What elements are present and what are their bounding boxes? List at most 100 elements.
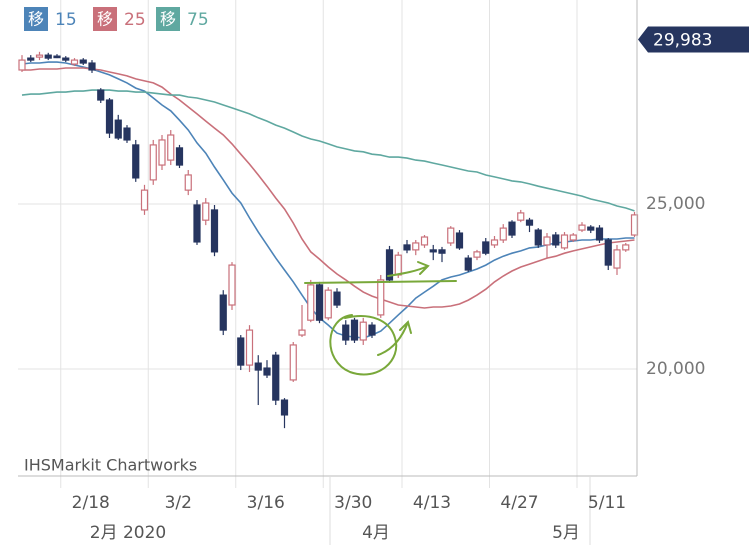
- candle-body: [543, 236, 551, 246]
- x-tick-label: 3/30: [334, 493, 372, 513]
- candle-body: [490, 239, 499, 246]
- annotation-arrow: [387, 261, 430, 277]
- candle-body: [202, 202, 210, 221]
- candle-body: [455, 232, 464, 249]
- candle-body: [132, 144, 140, 179]
- candle-body: [272, 354, 280, 401]
- price-tag: [638, 26, 749, 53]
- candle-body: [175, 147, 184, 166]
- x-tick-label: 5/11: [588, 493, 626, 513]
- candle-body: [219, 294, 227, 331]
- legend: 移 15 移 25 移 75: [24, 7, 209, 31]
- candle-body: [569, 234, 577, 241]
- candle-body: [184, 174, 192, 191]
- legend-label: 25: [124, 10, 146, 30]
- candle-body: [315, 284, 324, 321]
- candle-body: [97, 89, 105, 101]
- legend-tag: 移: [97, 10, 113, 29]
- candle-body: [324, 289, 332, 319]
- price-tag-label: 29,983: [653, 31, 712, 51]
- candle-body: [105, 99, 114, 134]
- candle-body: [368, 324, 376, 336]
- candle-body: [622, 244, 630, 251]
- candle-body: [429, 249, 437, 253]
- x-tick-label: 2/18: [72, 493, 110, 513]
- moving-averages: [21, 61, 635, 339]
- candle-body: [473, 251, 481, 258]
- candle-body: [385, 249, 394, 281]
- annotation-line: [304, 280, 457, 284]
- month-label: 2月 2020: [90, 523, 166, 543]
- candle-body: [403, 244, 411, 251]
- legend-swatch: [24, 7, 48, 31]
- month-label: 5月: [552, 523, 580, 543]
- candle-body: [499, 227, 507, 241]
- candle-body: [464, 257, 472, 271]
- candle-body: [53, 55, 61, 59]
- x-tick-label: 4/27: [500, 493, 538, 513]
- candle-body: [149, 144, 157, 181]
- candle-body: [280, 399, 289, 416]
- candle-body: [140, 189, 149, 211]
- candle-body: [245, 329, 254, 366]
- hand-annotation: [304, 261, 457, 376]
- annotation-circle: [329, 314, 398, 376]
- candle-body: [298, 329, 306, 336]
- legend-tag: 移: [160, 10, 176, 29]
- candle-body: [114, 119, 122, 139]
- candle-body: [263, 367, 271, 376]
- candles: [18, 51, 639, 429]
- candle-body: [158, 139, 166, 166]
- candle-body: [412, 242, 420, 251]
- candle-body: [560, 234, 569, 249]
- ma-line: [21, 89, 635, 212]
- candle-body: [525, 219, 534, 226]
- y-tick-label: 20,000: [646, 359, 705, 379]
- candle-body: [123, 127, 131, 141]
- candle-body: [508, 221, 516, 236]
- y-tick-label: 25,000: [646, 194, 705, 214]
- legend-label: 75: [187, 10, 209, 30]
- candle-body: [70, 59, 79, 65]
- x-tick-label: 4/13: [413, 493, 451, 513]
- candle-body: [587, 226, 595, 231]
- candle-body: [167, 134, 175, 161]
- candle-body: [420, 236, 429, 246]
- candle-body: [254, 362, 262, 371]
- axes: 20,000 25,000 2/18 3/2 3/16 3/30 4/13 4/27 5/11 2…: [72, 26, 749, 543]
- candle-body: [578, 224, 586, 231]
- candle-body: [27, 57, 35, 61]
- candle-body: [237, 337, 245, 366]
- candle-body: [595, 227, 604, 241]
- candle-body: [359, 321, 367, 341]
- candle-body: [552, 234, 560, 246]
- x-tick-label: 3/16: [247, 493, 285, 513]
- candle-body: [534, 229, 542, 246]
- legend-tag: 移: [28, 10, 44, 29]
- candle-body: [210, 209, 219, 253]
- candle-body: [79, 59, 87, 64]
- annotation-arrow: [377, 320, 412, 356]
- legend-swatch: [93, 7, 117, 31]
- candle-body: [350, 319, 359, 341]
- legend-swatch: [156, 7, 180, 31]
- candle-body: [394, 254, 402, 276]
- candle-body: [35, 54, 44, 58]
- candle-body: [377, 279, 385, 316]
- candle-body: [342, 324, 350, 341]
- ma-line: [22, 67, 635, 309]
- month-label: 4月: [362, 523, 390, 543]
- candle-body: [88, 62, 96, 71]
- legend-label: 15: [55, 10, 77, 30]
- candle-body: [193, 204, 201, 243]
- candle-body: [604, 239, 612, 266]
- candle-body: [447, 227, 455, 244]
- candle-body: [333, 291, 341, 306]
- candle-body: [44, 54, 52, 59]
- candle-body: [228, 264, 236, 306]
- candle-body: [613, 249, 621, 269]
- candle-body: [18, 59, 26, 71]
- candle-body: [289, 344, 297, 381]
- candle-body: [517, 212, 525, 221]
